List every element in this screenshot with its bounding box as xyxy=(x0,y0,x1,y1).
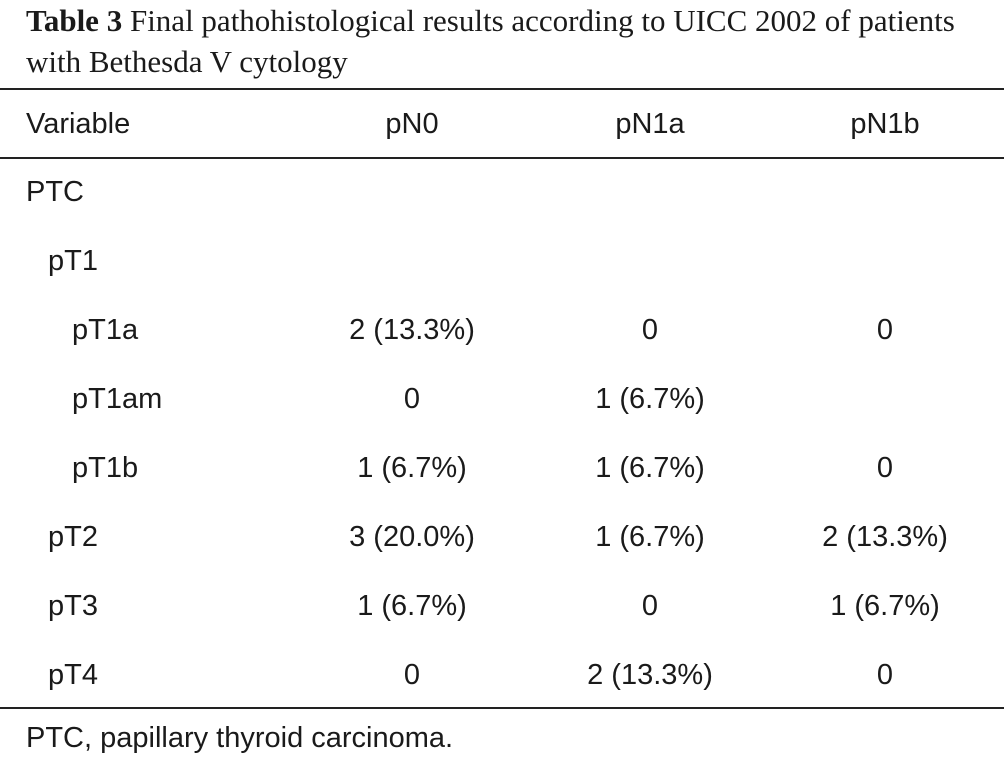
header-pn0: pN0 xyxy=(385,108,439,140)
cell-pn1b: 1 (6.7%) xyxy=(830,590,940,622)
cell-pn1a: 1 (6.7%) xyxy=(595,521,705,553)
row-variable: pT2 xyxy=(48,521,98,553)
cell-pn1b: 2 (13.3%) xyxy=(822,521,948,553)
cell-pn0: 1 (6.7%) xyxy=(357,452,467,484)
table-row: pT1am 0 1 (6.7%) xyxy=(0,379,1004,419)
cell-pn0: 1 (6.7%) xyxy=(357,590,467,622)
table-row: pT2 3 (20.0%) 1 (6.7%) 2 (13.3%) xyxy=(0,517,1004,557)
row-variable: pT1b xyxy=(72,452,139,484)
cell-pn0: 3 (20.0%) xyxy=(349,521,475,553)
cell-pn1a: 0 xyxy=(641,314,659,346)
cell-pn1a: 1 (6.7%) xyxy=(595,383,705,415)
table-label: Table 3 xyxy=(26,3,123,38)
header-pn1a: pN1a xyxy=(615,108,685,140)
cell-pn0: 2 (13.3%) xyxy=(349,314,475,346)
cell-pn1b: 0 xyxy=(876,452,894,484)
row-variable: pT1a xyxy=(72,314,139,346)
table-row: pT1a 2 (13.3%) 0 0 xyxy=(0,310,1004,350)
row-variable: PTC xyxy=(26,176,84,208)
cell-pn1a: 2 (13.3%) xyxy=(587,659,713,691)
table-bottom-rule xyxy=(0,707,1004,709)
cell-pn0: 0 xyxy=(403,383,421,415)
table-row: pT4 0 2 (13.3%) 0 xyxy=(0,655,1004,695)
cell-pn1a: 0 xyxy=(641,590,659,622)
cell-pn1b: 0 xyxy=(876,659,894,691)
cell-pn0: 0 xyxy=(403,659,421,691)
row-variable: pT1am xyxy=(72,383,163,415)
table-row: pT3 1 (6.7%) 0 1 (6.7%) xyxy=(0,586,1004,626)
row-variable: pT1 xyxy=(48,245,98,277)
table-top-rule xyxy=(0,88,1004,90)
row-variable: pT3 xyxy=(48,590,98,622)
header-pn1b: pN1b xyxy=(850,108,920,140)
table-header-rule xyxy=(0,157,1004,159)
cell-pn1b: 0 xyxy=(876,314,894,346)
table-caption: Table 3 Final pathohistological results … xyxy=(26,0,998,82)
table-footnote: PTC, papillary thyroid carcinoma. xyxy=(26,722,454,754)
table-row: pT1b 1 (6.7%) 1 (6.7%) 0 xyxy=(0,448,1004,488)
header-variable: Variable xyxy=(26,108,131,140)
row-variable: pT4 xyxy=(48,659,98,691)
table-header-row: Variable pN0 pN1a pN1b xyxy=(0,104,1004,144)
table-row: PTC xyxy=(0,172,1004,212)
cell-pn1a: 1 (6.7%) xyxy=(595,452,705,484)
table-row: pT1 xyxy=(0,241,1004,281)
table-caption-text: Final pathohistological results accordin… xyxy=(26,3,955,79)
